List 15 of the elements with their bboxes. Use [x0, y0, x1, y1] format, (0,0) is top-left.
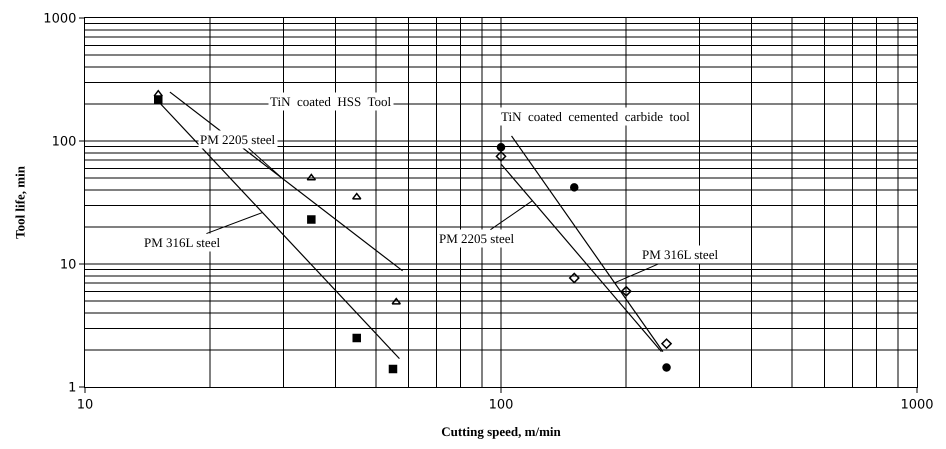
y-tick-label: 10 — [60, 258, 76, 273]
y-tick-label: 100 — [52, 134, 76, 150]
annotation: TiN coated cemented carbide tool — [501, 109, 690, 124]
annotation: PM 2205 steel — [200, 132, 276, 147]
x-tick-label: 10 — [76, 398, 94, 413]
y-axis-title: Tool life, min — [12, 165, 28, 239]
annotation: TiN coated HSS Tool — [270, 94, 392, 109]
y-tick-label: 1000 — [43, 12, 76, 27]
annotation: PM 316L steel — [144, 235, 220, 250]
x-tick-label: 100 — [488, 398, 514, 413]
annotation: PM 316L steel — [642, 247, 718, 262]
x-tick-label: 1000 — [900, 398, 934, 413]
x-axis-title: Cutting speed, m/min — [441, 424, 562, 440]
annotation: PM 2205 steel — [439, 231, 514, 246]
y-tick-label: 1 — [68, 380, 76, 396]
